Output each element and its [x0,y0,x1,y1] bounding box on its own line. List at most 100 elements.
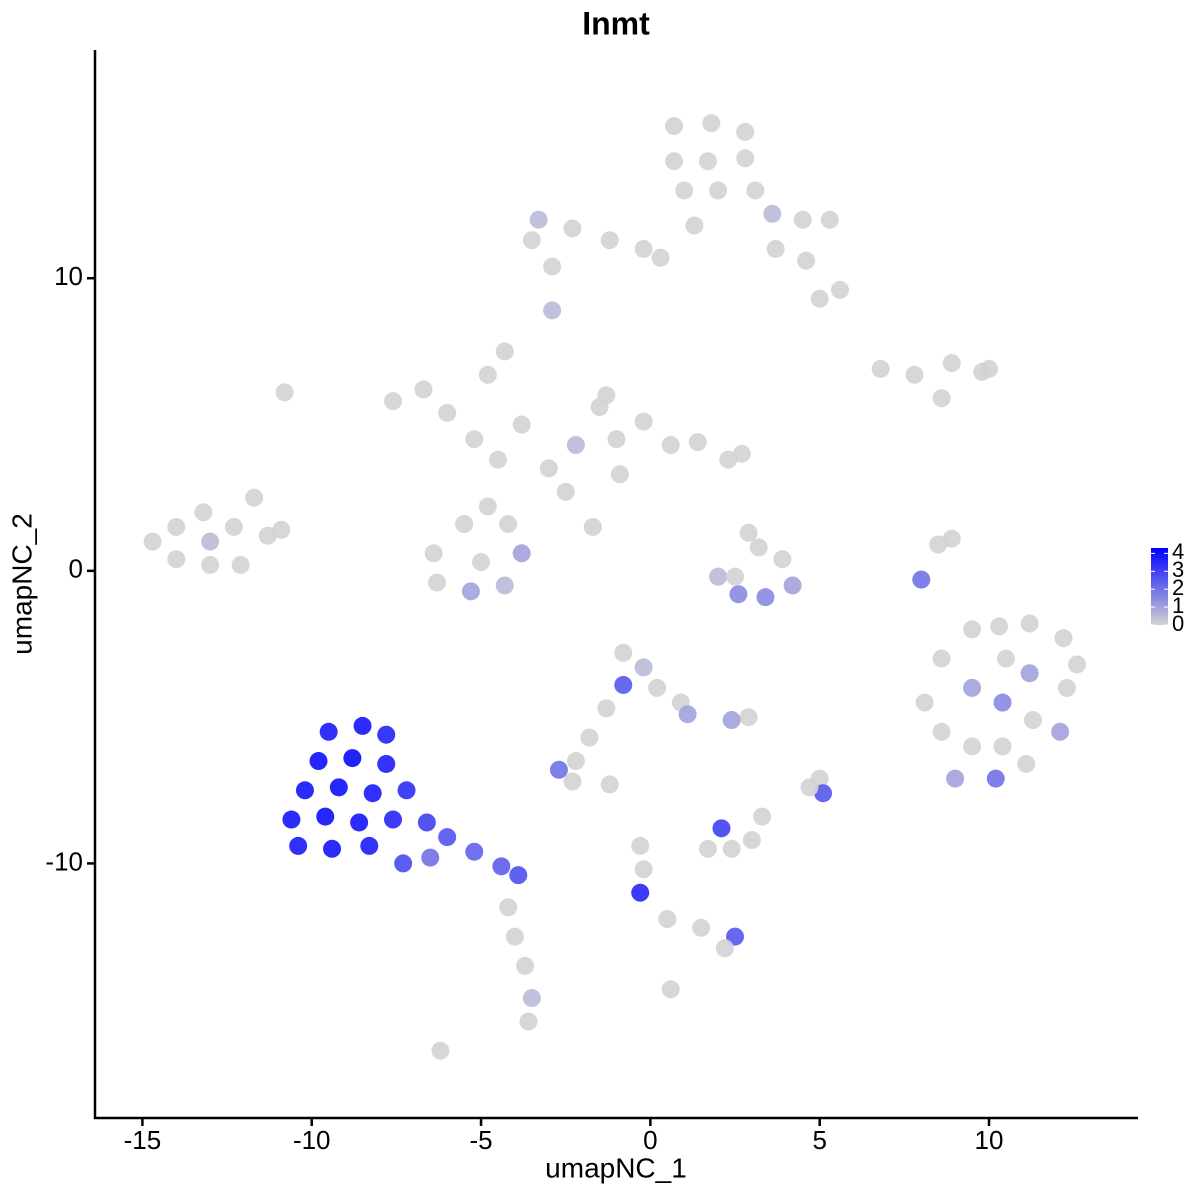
point [549,760,568,779]
point [505,927,524,946]
point [556,482,575,501]
point [993,737,1012,756]
point [797,251,816,270]
x-tick-label: -5 [469,1125,492,1155]
point [651,248,670,267]
colorbar-label: 3 [1172,557,1184,582]
point [495,576,514,595]
point [715,939,734,958]
point [709,567,728,586]
point [201,532,220,551]
point [316,807,335,826]
point [499,898,518,917]
point [726,567,745,586]
point [773,550,792,569]
point [722,711,741,730]
point [871,359,890,378]
point [472,553,491,572]
point [732,444,751,463]
point [739,523,758,542]
point [272,520,291,539]
point [1024,711,1043,730]
point [753,807,772,826]
point [932,389,951,408]
point [566,752,585,771]
point [258,526,277,545]
point [942,529,961,548]
point [353,716,372,735]
point [201,555,220,574]
point [543,257,562,276]
point [543,301,562,320]
point [665,117,684,136]
point [289,836,308,855]
point [245,488,264,507]
point [607,430,626,449]
y-axis-title: umapNC_2 [6,513,37,655]
point [634,658,653,677]
colorbar-label: 4 [1172,539,1184,564]
point [1020,664,1039,683]
point [519,1012,538,1031]
point [986,769,1005,788]
point [194,503,213,522]
point [685,216,704,235]
point [231,555,250,574]
point [963,737,982,756]
point [167,517,186,536]
point [996,649,1015,668]
point [665,152,684,171]
point [424,544,443,563]
point [831,280,849,299]
point [932,649,951,668]
point [963,678,982,697]
point [461,582,480,601]
point [709,181,728,200]
point [1054,629,1073,648]
point [614,675,633,694]
point [438,828,457,847]
point [295,781,314,800]
point [756,588,775,607]
point [698,152,717,171]
point [722,839,741,858]
x-tick-label: -15 [124,1125,162,1155]
point [631,836,650,855]
point [478,365,497,384]
points [143,114,1087,1060]
point [905,365,924,384]
point [729,585,748,604]
point [224,517,243,536]
point [488,450,507,469]
point [360,836,379,855]
point [580,728,599,747]
point [516,956,535,975]
point [539,459,558,478]
y-tick-label: -10 [45,846,83,876]
point [963,620,982,639]
point [323,839,342,858]
x-axis-title: umapNC_1 [545,1152,687,1183]
point [634,860,653,879]
point [597,699,616,718]
point [610,465,629,484]
point [698,839,717,858]
point [631,883,650,902]
point [414,380,433,399]
point [600,231,619,250]
point [820,210,839,229]
point [583,517,602,536]
point [384,810,402,829]
point [465,842,484,861]
point [1057,678,1076,697]
point [749,538,768,557]
point [634,239,653,258]
point [377,725,396,744]
point [563,772,582,791]
point [990,617,1009,636]
point [793,210,812,229]
point [421,848,440,867]
point [719,450,738,469]
point [993,693,1012,712]
